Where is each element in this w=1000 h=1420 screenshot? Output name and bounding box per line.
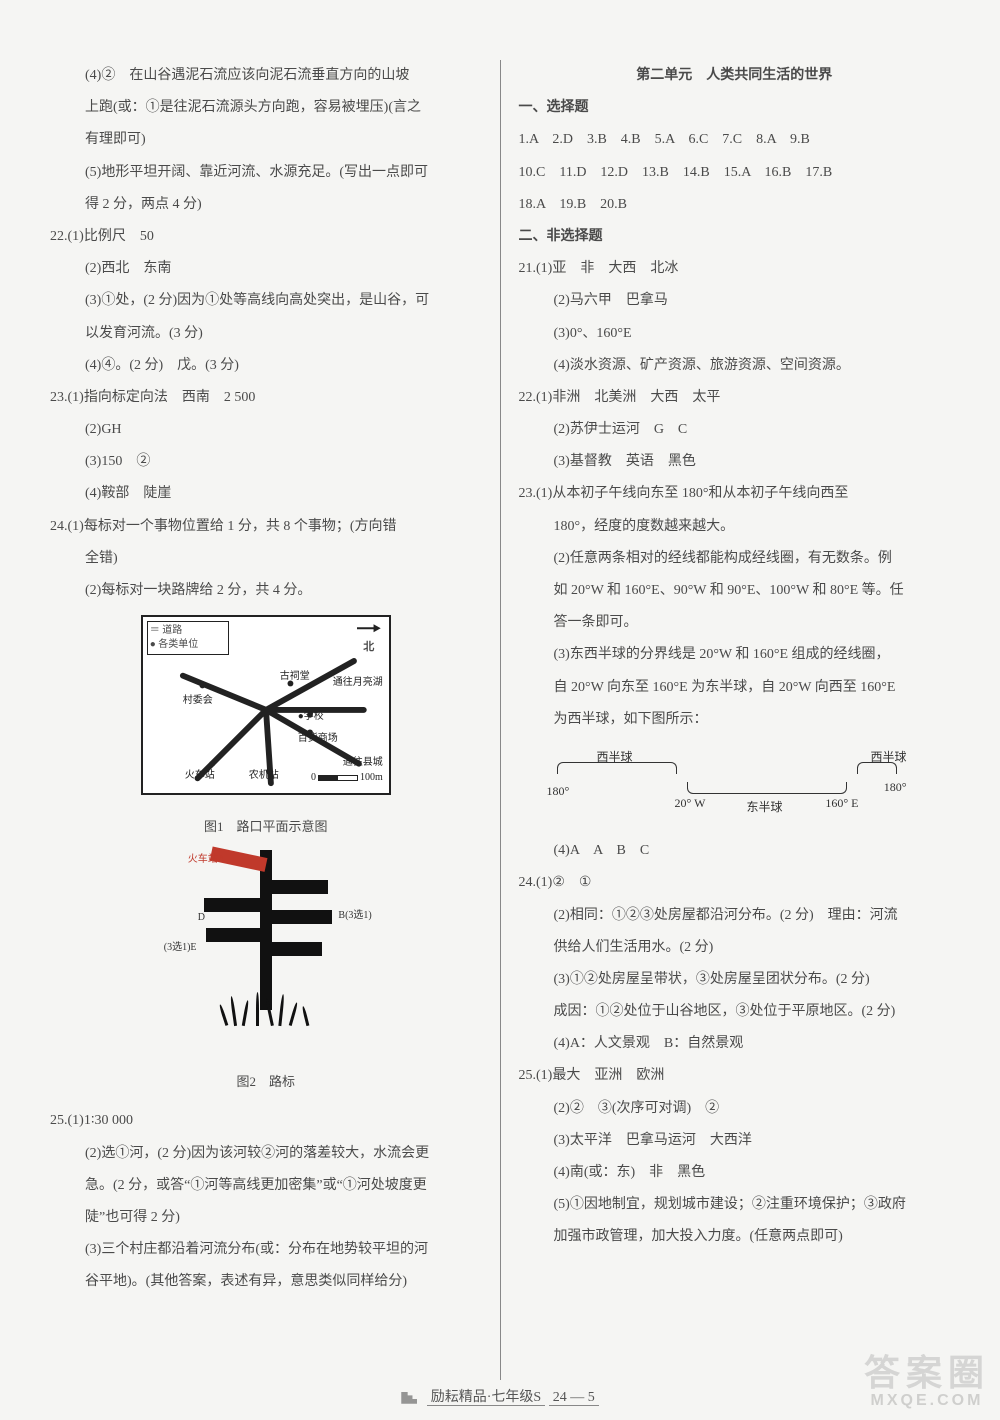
q22: 22.(1)比例尺 50 [50,221,482,253]
text: 加强市政管理，加大投入力度。(任意两点即可) [519,1221,951,1253]
map-label: 火车站 [185,764,215,787]
sign-label-e: (3选1)E [164,936,197,959]
mc-answers: 18.A 19.B 20.B [519,189,951,221]
text: (4)淡水资源、矿产资源、旅游资源、空间资源。 [519,350,951,382]
q21: 21.(1)亚 非 大西 北冰 [519,253,951,285]
section-2: 二、非选择题 [519,221,951,253]
text: (4)A：人文景观 B：自然景观 [519,1028,951,1060]
sign-arm [266,942,322,956]
text: (5)①因地制宜，规划城市建设；②注重环境保护；③政府 [519,1189,951,1221]
sign-arm [204,898,266,912]
footer-icon [401,1392,417,1404]
q22: 22.(1)非洲 北美洲 大西 太平 [519,382,951,414]
text: 答一条即可。 [519,607,951,639]
text: (3)150 ② [50,446,482,478]
map-label: 农机站 [249,764,279,787]
footer-brand: 励耘精品·七年级S [427,1390,545,1406]
text: 上跑(或：①是往泥石流源头方向跑，容易被埋压)(言之 [50,92,482,124]
p180r: 180° [884,774,907,802]
grass-icon [216,990,316,1026]
map-diagram: ＝ 道路 ● 各类单位 北 [141,615,391,795]
text: (3)太平洋 巴拿马运河 大西洋 [519,1125,951,1157]
q23: 23.(1)指向标定向法 西南 2 500 [50,382,482,414]
text: 如 20°W 和 160°E、90°W 和 90°E、100°W 和 80°E … [519,575,951,607]
text: 供给人们生活用水。(2 分) [519,932,951,964]
hemisphere-diagram: 西半球 西半球 180° 20° W 160° E 180° 东半球 [519,744,951,827]
page-footer: 励耘精品·七年级S 24 — 5 [0,1386,1000,1406]
footer-page: 24 — 5 [549,1390,599,1406]
text: (3)0°、160°E [519,318,951,350]
text: (2)相同：①②③处房屋都沿河分布。(2 分) 理由：河流 [519,900,951,932]
map-label: 通往月亮湖 [333,671,383,694]
text: (4)鞍部 陡崖 [50,478,482,510]
text: (3)①②处房屋呈带状，③处房屋呈团状分布。(2 分) [519,964,951,996]
text: (2)马六甲 巴拿马 [519,285,951,317]
text: (2)② ③(次序可对调) ② [519,1093,951,1125]
text: 为西半球，如下图所示： [519,704,951,736]
scale-100: 100m [360,772,383,783]
text: (3)东西半球的分界线是 20°W 和 160°E 组成的经线圈， [519,639,951,671]
text: 成因：①②处位于山谷地区，③处位于平原地区。(2 分) [519,996,951,1028]
text: (3)三个村庄都沿着河流分布(或：分布在地势较平坦的河 [50,1234,482,1266]
q23: 23.(1)从本初子午线向东至 180°和从本初子午线向西至 [519,478,951,510]
text: 全错) [50,543,482,575]
figure-2-caption: 图2 路标 [50,1067,482,1097]
scale-0: 0 [311,772,316,783]
map-label: 古祠堂 [280,665,310,688]
section-1: 一、选择题 [519,92,951,124]
east-label: 东半球 [747,794,783,822]
text: (3)①处，(2 分)因为①处等高线向高处突出，是山谷，可 [50,285,482,317]
q24: 24.(1)② ① [519,867,951,899]
right-column: 第二单元 人类共同生活的世界 一、选择题 1.A 2.D 3.B 4.B 5.A… [501,60,961,1380]
figure-2: 火车站A B(3选1) D (3选1)E 图2 路标 [50,850,482,1097]
text: (5)地形平坦开阔、靠近河流、水源充足。(写出一点即可 [50,157,482,189]
text: (2)选①河，(2 分)因为该河较②河的落差较大，水流会更 [50,1138,482,1170]
text: 谷平地)。(其他答案，表述有异，意思类似同样给分) [50,1266,482,1298]
mc-answers: 1.A 2.D 3.B 4.B 5.A 6.C 7.C 8.A 9.B [519,124,951,156]
text: (2)任意两条相对的经线都能构成经线圈，有无数条。例 [519,543,951,575]
p20w: 20° W [675,790,706,818]
text: (4)A A B C [519,835,951,867]
map-label: 百货商场 [298,727,338,750]
signpost-diagram: 火车站A B(3选1) D (3选1)E [186,850,346,1050]
text: 180°，经度的度数越来越大。 [519,511,951,543]
left-column: (4)② 在山谷遇泥石流应该向泥石流垂直方向的山坡 上跑(或：①是往泥石流源头方… [40,60,501,1380]
unit-title: 第二单元 人类共同生活的世界 [519,60,951,92]
hemi-svg: 西半球 西半球 180° 20° W 160° E 180° 东半球 [547,744,907,814]
mc-answers: 10.C 11.D 12.D 13.B 14.B 15.A 16.B 17.B [519,157,951,189]
text: 急。(2 分，或答“①河等高线更加密集”或“①河处坡度更 [50,1170,482,1202]
text: (2)GH [50,414,482,446]
sign-label-a: 火车站A [188,848,225,871]
text: 得 2 分，两点 4 分) [50,189,482,221]
sign-label-b: B(3选1) [338,904,371,927]
p180l: 180° [547,778,570,806]
text: 以发育河流。(3 分) [50,318,482,350]
figure-1-caption: 图1 路口平面示意图 [50,812,482,842]
q24: 24.(1)每标对一个事物位置给 1 分，共 8 个事物；(方向错 [50,511,482,543]
text: (3)基督教 英语 黑色 [519,446,951,478]
page: (4)② 在山谷遇泥石流应该向泥石流垂直方向的山坡 上跑(或：①是往泥石流源头方… [40,60,960,1380]
sign-label-d: D [198,906,205,929]
sign-arm [206,928,266,942]
text: 有理即可) [50,124,482,156]
text: 陡”也可得 2 分) [50,1202,482,1234]
text: (2)苏伊士运河 G C [519,414,951,446]
map-label: ●学校 [298,705,324,728]
text: (4)② 在山谷遇泥石流应该向泥石流垂直方向的山坡 [50,60,482,92]
text: (2)每标对一块路牌给 2 分，共 4 分。 [50,575,482,607]
sign-arm [266,910,332,924]
map-label: 村委会 [183,689,213,712]
q25: 25.(1)1∶30 000 [50,1105,482,1137]
figure-1: ＝ 道路 ● 各类单位 北 [50,615,482,842]
scale-bar: 0 100m [311,766,383,789]
text: (2)西北 东南 [50,253,482,285]
sign-arm [266,880,328,894]
text: 自 20°W 向东至 160°E 为东半球，自 20°W 向西至 160°E [519,672,951,704]
text: (4)南(或：东) 非 黑色 [519,1157,951,1189]
text: (4)④。(2 分) 戊。(3 分) [50,350,482,382]
p160e: 160° E [825,790,858,818]
q25: 25.(1)最大 亚洲 欧洲 [519,1060,951,1092]
